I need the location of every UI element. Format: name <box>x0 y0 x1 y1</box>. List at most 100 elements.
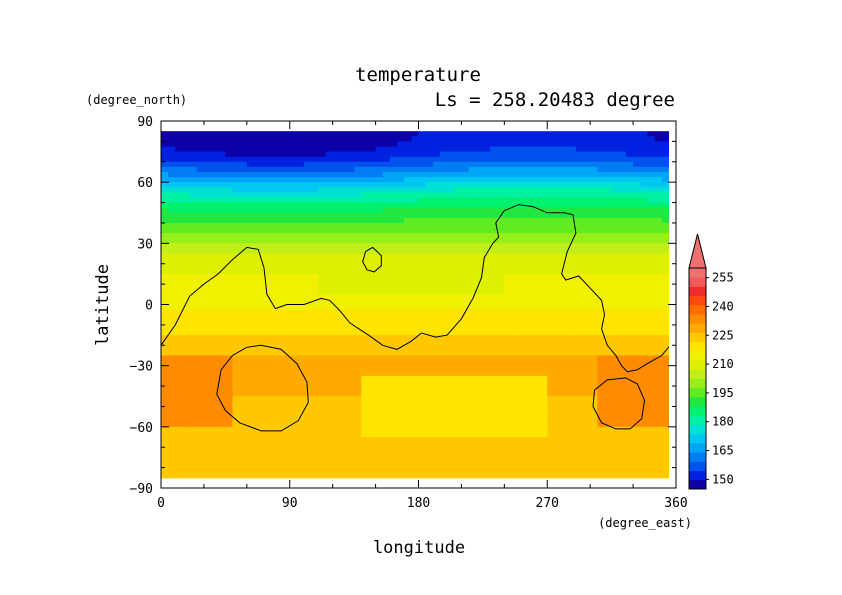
field-cell <box>454 243 463 250</box>
field-cell <box>597 442 606 448</box>
field-cell <box>175 182 184 188</box>
field-cell <box>239 335 248 341</box>
field-cell <box>482 289 491 295</box>
field-cell <box>168 284 176 290</box>
field-cell <box>439 289 448 295</box>
field-cell <box>196 340 205 346</box>
field-cell <box>246 447 255 453</box>
field-cell <box>346 253 355 260</box>
field-cell <box>161 141 169 148</box>
field-cell <box>218 350 226 357</box>
field-cell <box>561 197 570 204</box>
field-cell <box>540 335 548 341</box>
field-cell <box>625 202 634 209</box>
field-cell <box>425 141 434 148</box>
field-cell <box>547 151 555 158</box>
field-cell <box>389 380 398 387</box>
field-cell <box>525 268 534 275</box>
field-cell <box>203 238 212 244</box>
field-cell <box>304 222 312 229</box>
field-cell <box>575 452 584 459</box>
field-cell <box>325 314 334 321</box>
field-cell <box>532 289 541 295</box>
field-cell <box>182 309 191 316</box>
field-cell <box>447 248 455 255</box>
field-cell <box>468 304 477 311</box>
field-cell <box>590 136 598 142</box>
field-cell <box>554 202 563 209</box>
field-cell <box>332 314 341 321</box>
field-cell <box>447 472 455 479</box>
field-cell <box>218 177 226 183</box>
field-cell <box>575 380 584 387</box>
field-cell <box>518 309 527 316</box>
field-cell <box>447 212 455 219</box>
field-cell <box>475 431 484 438</box>
field-cell <box>647 467 656 474</box>
field-cell <box>583 136 591 142</box>
field-cell <box>540 360 548 367</box>
field-cell <box>532 222 541 229</box>
field-cell <box>289 284 298 290</box>
field-cell <box>633 304 641 311</box>
field-cell <box>547 238 555 244</box>
field-cell <box>211 136 219 142</box>
field-cell <box>475 192 484 199</box>
field-cell <box>518 289 527 295</box>
field-cell <box>268 426 277 433</box>
field-cell <box>633 452 641 459</box>
field-cell <box>554 350 563 357</box>
field-cell <box>597 365 606 372</box>
field-cell <box>161 335 169 341</box>
field-cell <box>318 136 327 142</box>
field-cell <box>296 258 305 265</box>
field-cell <box>640 171 648 178</box>
field-cell <box>339 131 348 137</box>
field-cell <box>325 447 334 453</box>
field-cell <box>418 416 427 423</box>
field-cell <box>246 309 255 316</box>
field-cell <box>282 396 291 402</box>
field-cell <box>604 156 613 163</box>
field-cell <box>540 238 548 244</box>
field-cell <box>182 171 191 178</box>
field-cell <box>583 314 591 321</box>
field-cell <box>375 258 384 265</box>
field-cell <box>518 299 527 306</box>
field-cell <box>640 243 648 250</box>
field-cell <box>475 304 484 311</box>
field-cell <box>425 222 434 229</box>
field-cell <box>389 319 398 326</box>
field-cell <box>189 146 198 153</box>
field-cell <box>547 380 555 387</box>
field-cell <box>161 442 169 448</box>
field-cell <box>218 253 226 260</box>
field-cell <box>583 375 591 382</box>
field-cell <box>382 177 391 183</box>
field-cell <box>583 442 591 448</box>
field-cell <box>518 161 527 168</box>
field-cell <box>561 396 570 402</box>
field-cell <box>211 222 219 229</box>
field-cell <box>261 279 269 285</box>
field-cell <box>554 365 563 372</box>
field-cell <box>282 401 291 408</box>
field-cell <box>583 472 591 479</box>
field-cell <box>375 146 384 153</box>
field-cell <box>561 350 570 357</box>
colorbar-band <box>689 479 706 490</box>
field-cell <box>318 329 327 336</box>
field-cell <box>447 182 455 188</box>
field-cell <box>368 452 377 459</box>
field-cell <box>346 324 355 331</box>
field-cell <box>189 233 198 239</box>
field-cell <box>575 294 584 301</box>
field-cell <box>618 350 627 357</box>
field-cell <box>461 177 470 183</box>
field-cell <box>268 141 277 148</box>
field-cell <box>232 406 241 413</box>
field-cell <box>547 355 555 362</box>
field-cell <box>654 238 663 244</box>
field-cell <box>189 289 198 295</box>
field-cell <box>561 284 570 290</box>
